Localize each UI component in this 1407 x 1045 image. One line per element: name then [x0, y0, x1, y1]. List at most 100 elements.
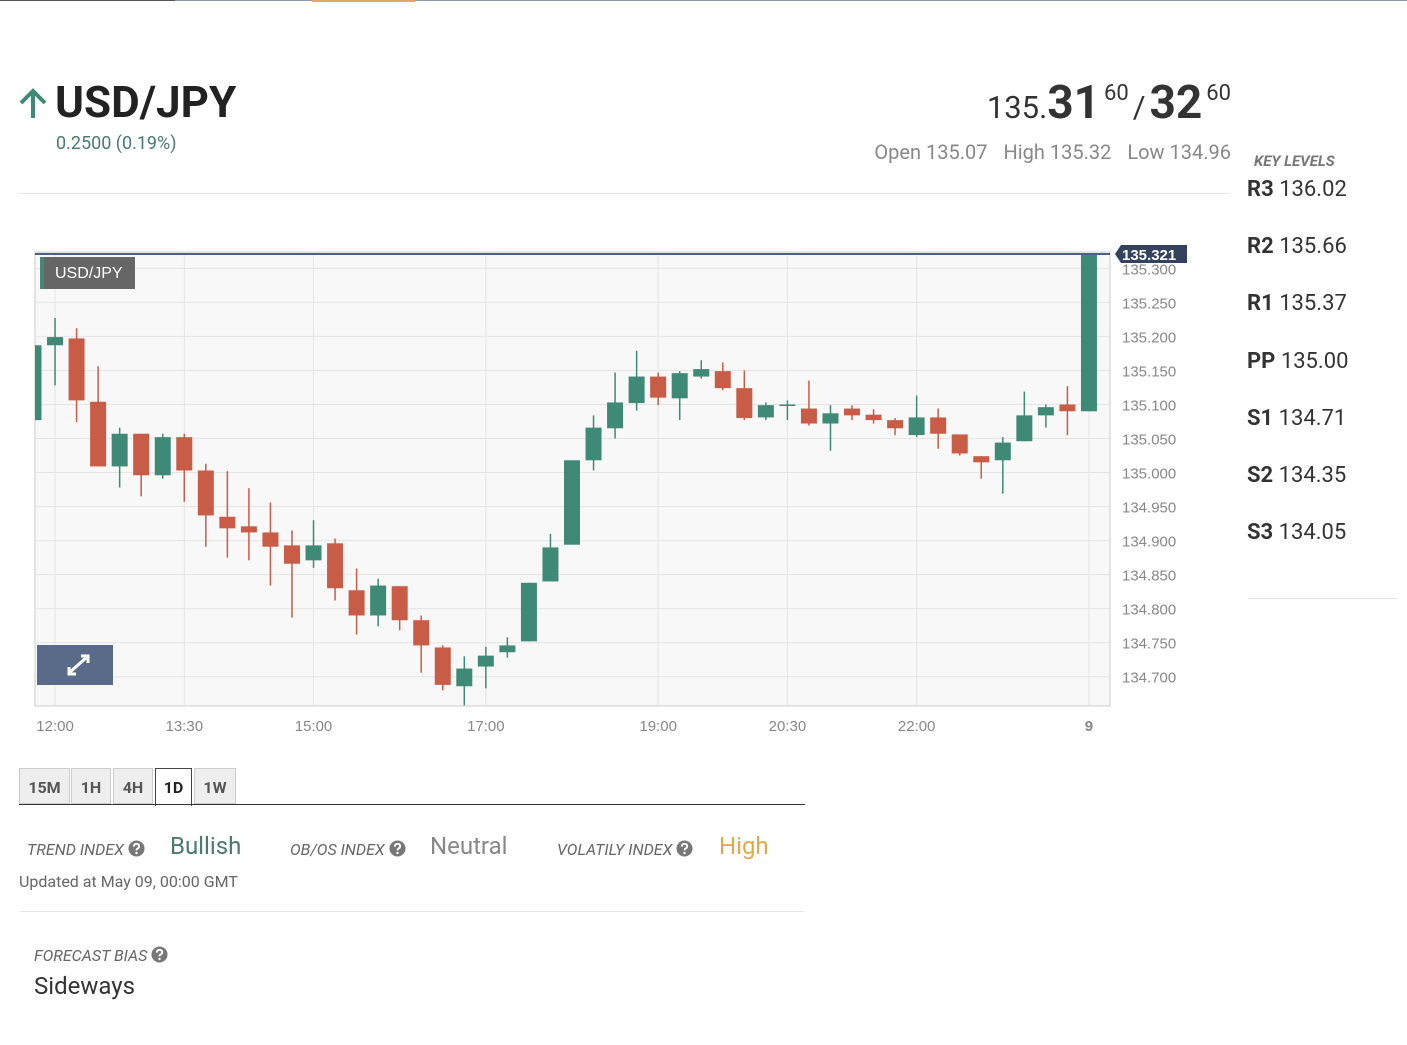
candle-body [714, 371, 731, 389]
help-icon[interactable] [151, 946, 168, 963]
x-tick-label: 20:30 [769, 718, 807, 735]
candle-body [693, 369, 710, 377]
candle-body [283, 545, 300, 564]
y-tick-label: 134.900 [1122, 534, 1176, 551]
candle-body [111, 433, 128, 467]
candle-body [240, 526, 257, 533]
candle-body [197, 470, 214, 516]
level-value: 135.37 [1279, 291, 1347, 317]
candle-body [671, 373, 688, 399]
candle-body [456, 668, 473, 687]
y-tick-label: 135.250 [1122, 295, 1176, 312]
price: 135.31 60 / 32 60 [987, 76, 1231, 130]
level-name: S2 [1247, 463, 1274, 488]
last-price-tag [1115, 245, 1187, 264]
symbol: USD/JPY [55, 76, 237, 128]
help-icon[interactable] [676, 840, 693, 857]
chart-label-box [40, 257, 135, 289]
level-name: PP [1247, 348, 1276, 374]
candle-body [262, 532, 279, 547]
candle-body [35, 345, 42, 421]
fullscreen-button[interactable] [37, 645, 113, 685]
index-value: Neutral [430, 832, 508, 860]
stat-value: 135.32 [1049, 140, 1112, 164]
stat: Open 135.07 [874, 140, 987, 164]
candle-body [585, 427, 602, 461]
candle-body [757, 405, 774, 418]
key-level: PP 135.00 [1247, 349, 1348, 374]
candle-body [736, 388, 753, 419]
tabs-baseline [19, 804, 805, 805]
y-tick-label: 135.200 [1122, 329, 1176, 346]
candle-body [434, 647, 451, 685]
y-tick-label: 134.800 [1122, 602, 1176, 619]
forecast-value: Sideways [34, 972, 136, 1000]
y-tick-label: 135.000 [1122, 466, 1176, 483]
candle-body [542, 547, 559, 582]
candle-body [90, 401, 107, 467]
candle-body [822, 413, 839, 424]
timeframe-tab[interactable]: 1W [194, 768, 236, 804]
forecast-label: FORECAST BIAS [34, 946, 168, 965]
candle-body [1016, 415, 1033, 442]
candle-body [154, 437, 171, 476]
price-ask: 32 [1149, 76, 1203, 130]
last-price-label: 135.321 [1122, 247, 1176, 264]
candle-body [779, 404, 796, 406]
candle-body [930, 417, 947, 434]
candle-body [47, 337, 64, 346]
candle-body [1059, 404, 1076, 412]
stat-value: 134.96 [1169, 140, 1231, 164]
updated: Updated at May 09, 00:00 GMT [19, 872, 238, 891]
level-value: 134.71 [1278, 405, 1347, 431]
candle-body [68, 338, 85, 401]
key-level: S3 134.05 [1247, 520, 1346, 545]
y-tick-label: 135.100 [1122, 397, 1176, 414]
y-tick-label: 135.300 [1122, 261, 1176, 278]
candle-body [973, 456, 990, 463]
timeframe-tab[interactable]: 15M [19, 768, 70, 804]
candle-body [1080, 254, 1097, 412]
key-level: R2 135.66 [1247, 234, 1347, 259]
stat-label: Low [1127, 140, 1165, 164]
candle-body [327, 543, 344, 589]
key-level: S1 134.71 [1247, 406, 1346, 431]
candle-body [994, 442, 1011, 461]
key-level: R3 136.02 [1247, 177, 1347, 202]
candle-body [370, 585, 387, 616]
level-name: R1 [1247, 291, 1274, 317]
candle-body [391, 586, 408, 621]
y-tick-label: 135.150 [1122, 363, 1176, 380]
candle-body [1037, 407, 1054, 416]
change: 0.2500 (0.19%) [56, 133, 177, 154]
stat-value: 135.07 [926, 140, 988, 164]
candle-body [628, 376, 645, 404]
forecast-label-text: FORECAST BIAS [34, 946, 148, 965]
candle-body [650, 376, 667, 398]
timeframe-tab[interactable]: 1H [71, 768, 111, 804]
candle-body [348, 590, 365, 616]
chart-label-accent [40, 257, 44, 289]
candle-body [413, 620, 430, 646]
timeframe-tab[interactable]: 1D [155, 768, 192, 806]
divider [19, 911, 805, 912]
level-value: 135.66 [1279, 234, 1347, 260]
level-value: 135.00 [1280, 348, 1349, 374]
candle-body [951, 434, 968, 454]
nav-line [0, 0, 175, 1]
stat: High 135.32 [1003, 140, 1111, 164]
index-label: VOLATILY INDEX [557, 840, 693, 859]
index-value: High [719, 832, 769, 860]
help-icon[interactable] [128, 840, 145, 857]
candle-body [607, 402, 624, 429]
stat-label: High [1003, 140, 1045, 164]
help-icon[interactable] [389, 840, 406, 857]
key-level: S2 134.35 [1247, 463, 1346, 488]
nav-line [175, 0, 1407, 1]
level-name: S1 [1247, 405, 1274, 431]
timeframe-tab[interactable]: 4H [113, 768, 153, 804]
stat-label: Open [874, 140, 922, 164]
candle-body [865, 414, 882, 421]
y-tick-label: 134.700 [1122, 670, 1176, 687]
